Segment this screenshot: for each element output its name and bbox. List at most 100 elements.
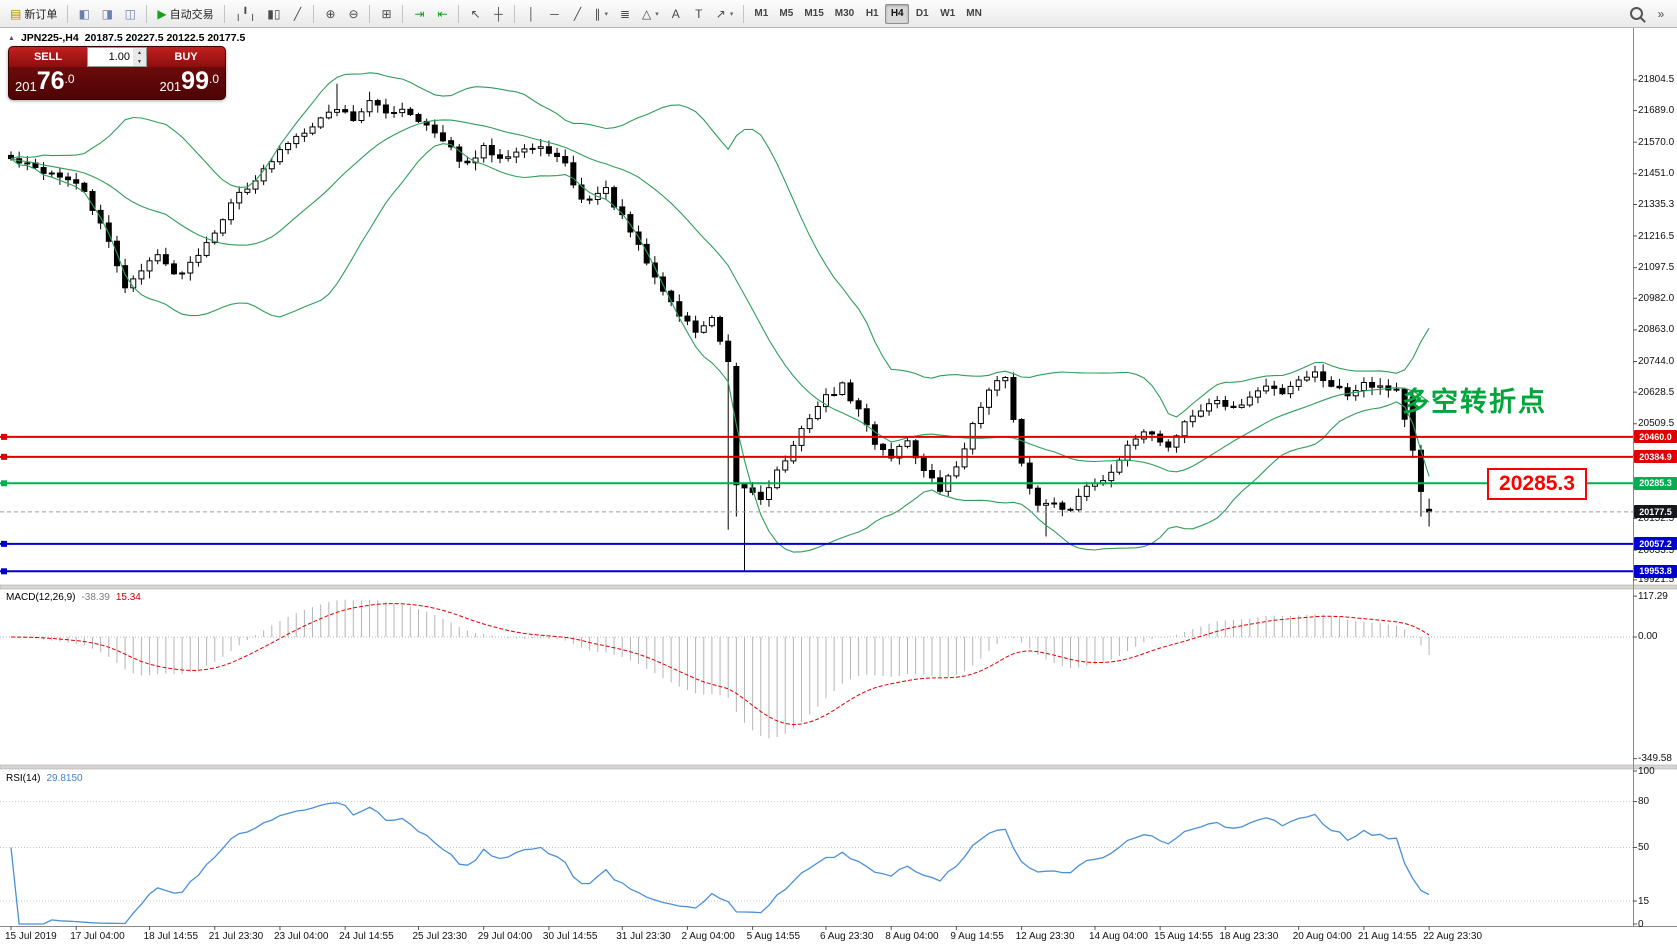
chart-marker-icon: ▲ [8,34,15,42]
chart-window[interactable]: ▲ JPN225-,H4 20187.5 20227.5 20122.5 201… [0,28,1677,951]
zoom-out-icon: ⊖ [348,6,359,21]
toolbar-separator [223,4,225,23]
chevron-down-icon: ▾ [604,10,608,18]
price-axis-label: 20628.5 [1638,386,1675,398]
crosshair-icon: ┼ [494,6,503,21]
buy-price[interactable]: 201 99.0 [159,67,219,95]
autotrading-button[interactable]: ▶ 自动交易 [152,3,218,25]
time-axis-label: 22 Aug 23:30 [1423,931,1483,942]
navigator-icon: ◫ [124,6,137,21]
time-axis-label: 20 Aug 04:00 [1292,931,1352,942]
shapes-icon[interactable]: △ ▾ [637,3,664,25]
buy-button[interactable]: BUY [147,47,225,67]
cursor-icon[interactable]: ↖ [464,3,486,25]
price-axis-label: 21804.5 [1638,74,1675,86]
candlestick-chart-icon[interactable]: ▮▯ [262,3,285,25]
timeframe-m30-button[interactable]: M30 [834,8,855,19]
price-axis-label: 20982.0 [1638,292,1675,304]
timeframe-h1-button[interactable]: H1 [865,8,879,19]
volume-box: ▲ ▼ [87,47,147,67]
new-order-button[interactable]: ▤ 新订单 [5,3,62,25]
bar-chart-icon[interactable]: ╷╹╷ [230,3,262,25]
price-line-badge: 20460.0 [1634,430,1677,444]
price-axis-label: 20744.0 [1638,355,1675,367]
more-tools-icon[interactable]: » [1650,3,1672,25]
candlestick-chart-icon: ▮▯ [267,6,281,21]
market-watch-icon[interactable]: ◧ [73,3,95,25]
bar-chart-icon: ╷╹╷ [234,6,257,21]
auto-scroll-icon: ⇥ [414,6,425,21]
cursor-icon: ↖ [470,6,481,21]
chevron-down-icon: ▾ [729,10,734,18]
chart-text-annotation[interactable]: 多空转折点 [1402,387,1547,417]
search-icon [1630,7,1643,20]
line-chart-icon[interactable]: ╱ [286,3,308,25]
timeframe-m5-button[interactable]: M5 [779,8,794,19]
chart-shift-icon[interactable]: ⇤ [431,3,453,25]
toolbar-separator [369,4,371,23]
sell-price[interactable]: 201 76.0 [15,67,75,95]
zoom-out-icon[interactable]: ⊖ [342,3,364,25]
crosshair-icon[interactable]: ┼ [487,3,509,25]
chart-title: ▲ JPN225-,H4 20187.5 20227.5 20122.5 201… [8,32,245,44]
time-axis-label: 2 Aug 04:00 [681,931,735,942]
chart-ohlc-values: 20187.5 20227.5 20122.5 20177.5 [84,32,246,44]
time-axis-label: 25 Jul 23:30 [412,931,468,942]
toolbar: ▤ 新订单 ◧ ◨ ◫ ▶ 自动交易 ╷╹╷ ▮▯ ╱ ⊕ ⊖ ⊞ ⇥ ⇤ ↖ ┼ │ ─ ╱ ∥ ▾ ≣ △ ▾ A T ↗ ▾ M1 M… [0,0,1677,28]
market-watch-icon: ◧ [78,6,91,21]
time-axis-label: 18 Jul 14:55 [143,931,199,942]
trendline-icon[interactable]: ╱ [566,3,588,25]
macd-axis-label: -349.58 [1638,753,1672,765]
fibonacci-icon[interactable]: ≣ [614,3,636,25]
price-axis-label: 21689.0 [1638,105,1675,117]
timeframe-d1-button[interactable]: D1 [915,8,929,19]
vertical-line-icon[interactable]: │ [520,3,542,25]
time-axis-label: 15 Aug 14:55 [1154,931,1214,942]
time-axis-label: 21 Jul 23:30 [208,931,264,942]
time-axis-label: 24 Jul 14:55 [339,931,394,942]
timeframe-w1-button[interactable]: W1 [940,8,956,19]
toolbar-right: » [1625,3,1672,25]
chart-canvas[interactable] [0,28,1677,951]
text-icon: A [671,6,680,21]
rsi-axis-label: 15 [1638,895,1650,907]
timeframe-m1-button[interactable]: M1 [754,8,769,19]
text-label-icon[interactable]: T [688,3,710,25]
time-axis-label: 29 Jul 04:00 [477,931,533,942]
rsi-indicator-label: RSI(14) 29.8150 [6,773,83,784]
macd-axis-label: 117.29 [1638,590,1668,602]
timeframe-m15-button[interactable]: M15 [804,8,824,19]
timeframe-h4-button[interactable]: H4 [885,3,910,24]
volume-down-button[interactable]: ▼ [133,57,146,66]
arrows-icon[interactable]: ↗ ▾ [711,3,739,25]
price-axis-label: 21216.5 [1638,230,1675,242]
price-line-badge: 19953.8 [1634,564,1677,578]
channel-icon[interactable]: ∥ ▾ [589,3,613,25]
time-axis-label: 18 Aug 23:30 [1219,931,1279,942]
chart-shift-icon: ⇤ [437,6,448,21]
auto-scroll-icon[interactable]: ⇥ [408,3,430,25]
timeframe-mn-button[interactable]: MN [966,8,982,19]
navigator-icon[interactable]: ◫ [119,3,141,25]
time-axis-label: 9 Aug 14:55 [950,931,1004,942]
tile-windows-icon[interactable]: ⊞ [375,3,397,25]
volume-input[interactable] [88,51,132,63]
price-callout-box[interactable]: 20285.3 [1487,468,1587,500]
sell-button[interactable]: SELL [9,47,87,67]
text-icon[interactable]: A [665,3,687,25]
time-axis-label: 31 Jul 23:30 [616,931,671,942]
time-axis-label: 8 Aug 04:00 [885,931,939,942]
toolbar-separator [514,4,516,23]
rsi-axis-label: 100 [1638,765,1655,777]
volume-up-button[interactable]: ▲ [133,48,146,57]
price-axis-label: 21451.0 [1638,168,1675,180]
channel-icon: ∥ [594,6,601,21]
horizontal-line-icon[interactable]: ─ [543,3,565,25]
rsi-axis-label: 50 [1638,842,1650,853]
shapes-icon: △ [642,6,652,21]
zoom-in-icon[interactable]: ⊕ [319,3,341,25]
search-icon[interactable] [1625,3,1648,25]
arrows-icon: ↗ [715,6,726,21]
toolbar-separator [313,4,315,23]
data-window-icon[interactable]: ◨ [96,3,118,25]
